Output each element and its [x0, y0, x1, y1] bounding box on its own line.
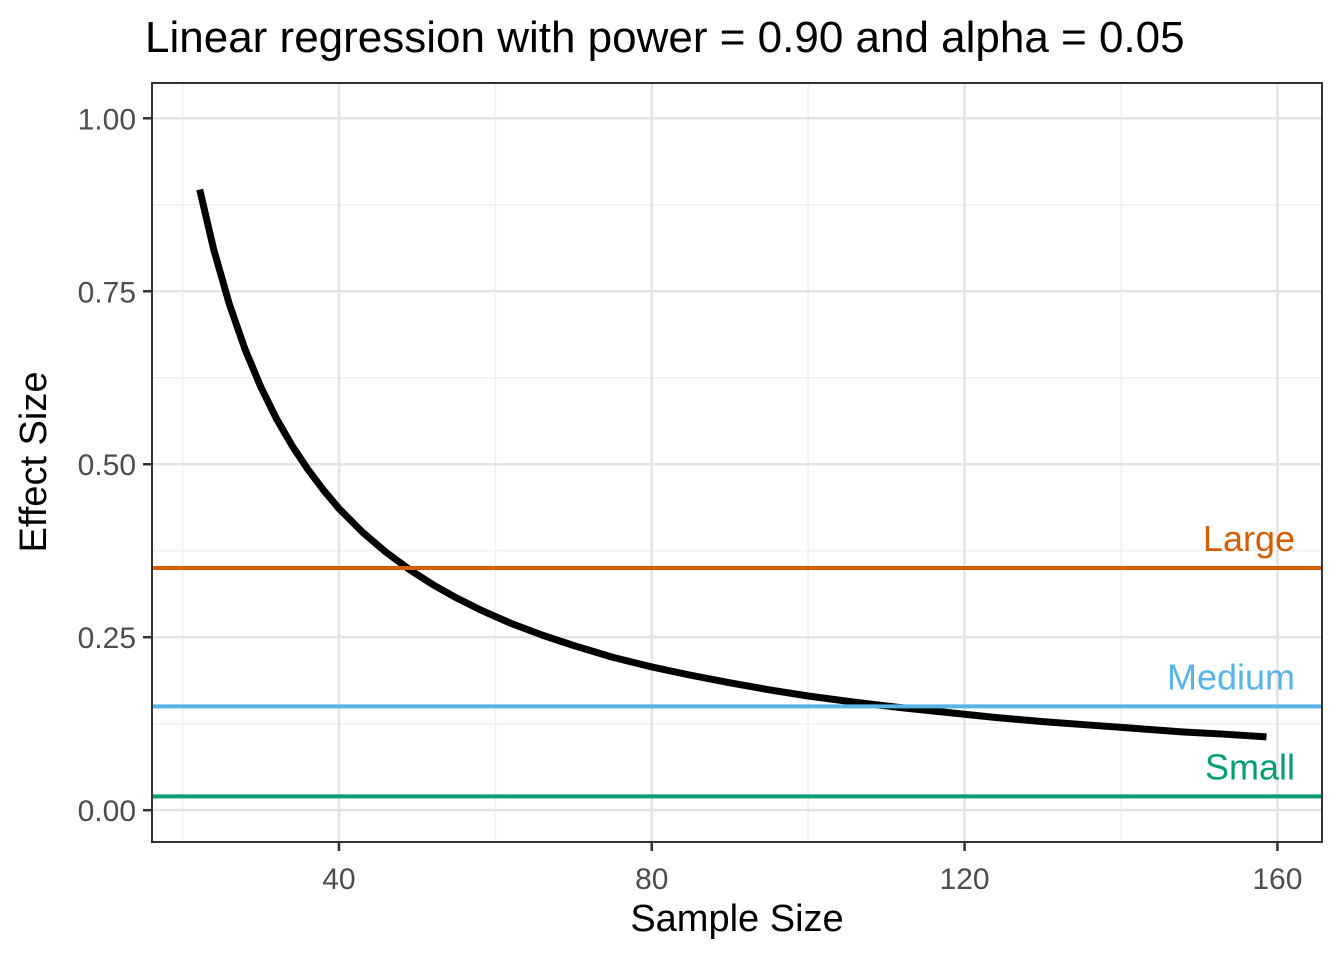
- panel-background: [152, 83, 1322, 842]
- y-tick-label: 0.00: [78, 795, 136, 828]
- power-curve-line: [196, 188, 1267, 741]
- panel-border: [151, 82, 1323, 843]
- x-tick-label: 160: [1252, 863, 1302, 896]
- x-tick-label: 80: [635, 863, 668, 896]
- y-tick-label: 0.50: [78, 449, 136, 482]
- x-axis-title: Sample Size: [630, 898, 843, 940]
- y-tick-label: 1.00: [78, 103, 136, 136]
- x-tick-label: 40: [322, 863, 355, 896]
- annotation-medium: Medium: [1167, 656, 1295, 697]
- y-tick-label: 0.75: [78, 276, 136, 309]
- y-axis-title: Effect Size: [13, 372, 55, 553]
- x-tick-label: 120: [940, 863, 990, 896]
- y-tick-label: 0.25: [78, 622, 136, 655]
- annotation-large: Large: [1203, 518, 1295, 559]
- plot-panel: Large Medium Small 40 80 120 160 0.00 0.25 0.50 0.…: [78, 82, 1323, 896]
- annotation-small: Small: [1205, 746, 1295, 787]
- chart-title: Linear regression with power = 0.90 and …: [145, 13, 1185, 62]
